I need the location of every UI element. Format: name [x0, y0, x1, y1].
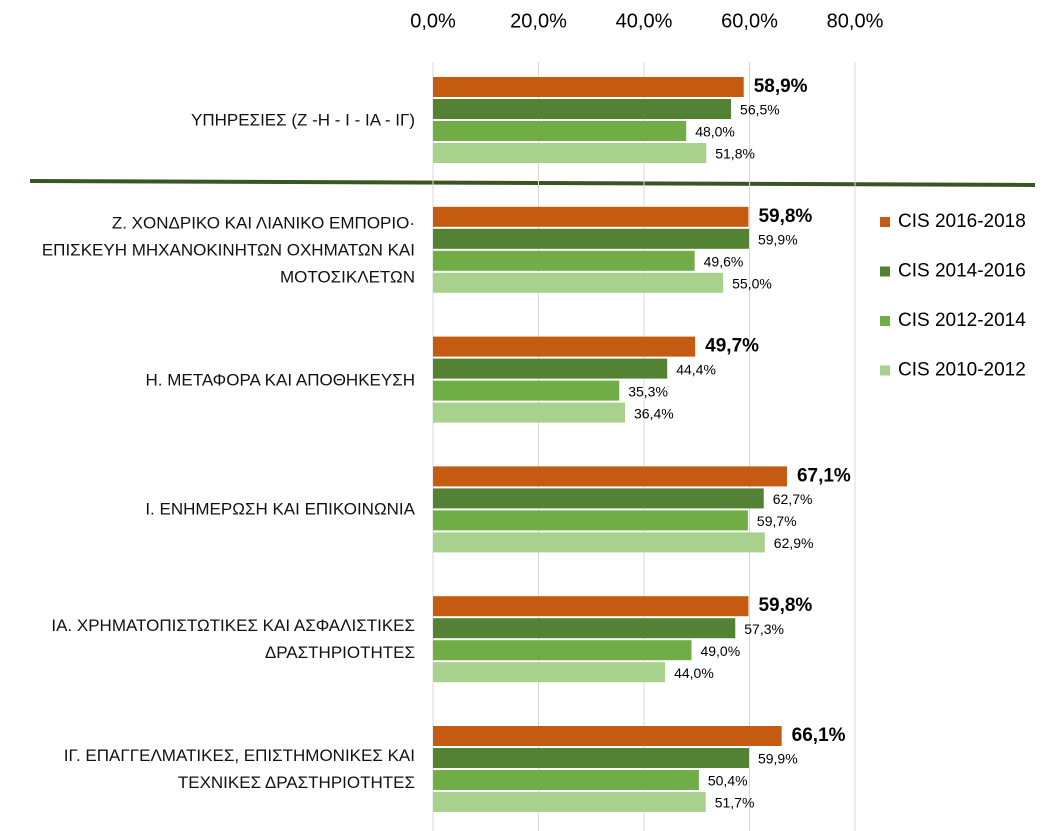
bar	[433, 99, 732, 119]
bar	[433, 380, 620, 401]
x-tick-label: 0,0%	[410, 10, 456, 32]
bar	[433, 618, 736, 639]
data-label: 59,7%	[757, 513, 797, 529]
bar	[433, 358, 668, 379]
legend-marker	[880, 316, 890, 326]
data-label: 51,7%	[715, 795, 755, 811]
bar	[433, 532, 765, 553]
data-label: 50,4%	[708, 773, 748, 789]
separator	[29, 179, 1036, 187]
bar	[433, 726, 782, 746]
legend-marker	[880, 217, 890, 227]
category-label: ΙΓ. ΕΠΑΓΓΕΛΜΑΤΙΚΕΣ, ΕΠΙΣΤΗΜΟΝΙΚΕΣ ΚΑΙ ΤΕ…	[63, 746, 415, 792]
bar	[433, 272, 724, 293]
data-label: 51,8%	[715, 146, 755, 162]
category-label: ΙΑ. ΧΡΗΜΑΤΟΠΙΣΤΩΤΙΚΕΣ ΚΑΙ ΑΣΦΑΛΙΣΤΙΚΕΣ Δ…	[51, 616, 415, 663]
data-label: 67,1%	[797, 465, 851, 486]
x-tick-label: 80,0%	[827, 10, 884, 32]
legend-label: CIS 2012-2014	[898, 310, 1026, 331]
data-label: 58,9%	[754, 76, 808, 97]
data-label: 35,3%	[628, 383, 668, 399]
data-label: 49,6%	[704, 254, 744, 270]
data-label: 59,9%	[758, 751, 798, 767]
bar	[433, 748, 749, 768]
legend-label: CIS 2010-2012	[898, 360, 1026, 381]
data-label: 66,1%	[792, 725, 846, 746]
legend-label: CIS 2014-2016	[898, 261, 1026, 282]
bar	[433, 662, 666, 683]
data-label: 59,9%	[758, 232, 798, 248]
data-label: 55,0%	[732, 276, 772, 292]
data-label: 36,4%	[634, 405, 674, 421]
bar	[433, 228, 749, 249]
bar	[433, 336, 696, 357]
data-label: 49,7%	[705, 336, 759, 357]
data-label: 57,3%	[744, 621, 784, 637]
legend-marker	[880, 365, 890, 376]
data-label: 62,7%	[773, 491, 813, 507]
bar	[433, 640, 692, 661]
category-label: Η. ΜΕΤΑΦΟΡΑ ΚΑΙ ΑΠΟΘΗΚΕΥΣΗ	[145, 370, 415, 390]
data-label: 59,8%	[758, 206, 812, 227]
category-label: Ζ. ΧΟΝΔΡΙΚΟ ΚΑΙ ΛΙΑΝΙΚΟ ΕΜΠΟΡΙΟ· ΕΠΙΣΚΕΥ…	[41, 213, 415, 287]
bar	[433, 402, 626, 423]
data-label: 56,5%	[740, 102, 780, 118]
data-label: 59,8%	[758, 595, 812, 616]
bar	[433, 143, 707, 163]
bar	[433, 596, 749, 617]
x-tick-label: 60,0%	[721, 10, 778, 32]
x-tick-label: 40,0%	[616, 10, 673, 32]
category-label: Ι. ΕΝΗΜΕΡΩΣΗ ΚΑΙ ΕΠΙΚΟΙΝΩΝΙΑ	[145, 499, 415, 519]
bar	[433, 250, 695, 271]
bar	[433, 792, 706, 812]
category-label: ΥΠΗΡΕΣΙΕΣ (Ζ -Η - Ι - ΙΑ - ΙΓ)	[191, 110, 415, 130]
bar	[433, 488, 764, 509]
legend-label: CIS 2016-2018	[898, 211, 1026, 232]
bar	[433, 77, 744, 97]
x-tick-label: 20,0%	[510, 10, 567, 32]
bar	[433, 206, 749, 227]
data-label: 62,9%	[774, 535, 814, 551]
legend-marker	[880, 266, 890, 277]
bar	[433, 121, 687, 141]
bar	[433, 466, 787, 487]
data-label: 44,4%	[676, 361, 716, 377]
data-label: 44,0%	[674, 665, 714, 681]
bar	[433, 510, 748, 531]
bar	[433, 770, 699, 790]
data-label: 49,0%	[700, 643, 740, 659]
data-label: 48,0%	[695, 124, 735, 140]
